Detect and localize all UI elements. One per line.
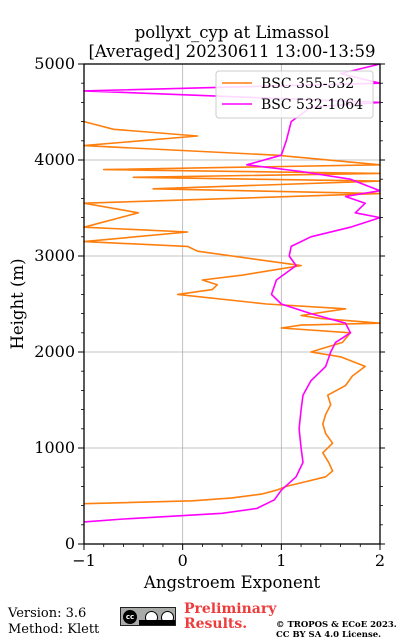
legend-label-bsc-355-532: BSC 355-532 [261,76,354,92]
legend-box [215,70,374,119]
copyright-line-2: CC BY SA 4.0 License. [276,630,382,640]
series-line-bsc-355-532 [83,120,381,505]
y-tick-label: 3000 [34,246,75,265]
x-tick-label: 1 [276,551,286,570]
angstroem-profile-chart: pollyxt_cyp at Limassol [Averaged] 20230… [8,23,385,592]
series-lines [83,63,381,523]
cc-by-sa-badge: cc [120,607,176,626]
copyright-note: © TROPOS & ECoE 2023. CC BY SA 4.0 Licen… [276,620,397,640]
copyright-line-1: © TROPOS & ECoE 2023. [276,620,397,630]
series-line-bsc-532-1064 [83,63,381,523]
y-axis-label: Height (m) [8,258,27,349]
y-tick-labels: 0 1000 2000 3000 4000 5000 [34,54,75,553]
x-tick-label: −1 [72,551,96,570]
method-text: Method: Klett [8,622,100,637]
legend-label-bsc-532-1064: BSC 532-1064 [261,97,363,113]
chart-title: pollyxt_cyp at Limassol [135,23,330,42]
x-tick-labels: −1 0 1 2 [72,551,385,570]
x-axis-label: Angstroem Exponent [143,573,321,592]
grid-lines [83,63,381,545]
x-tick-label: 0 [178,551,188,570]
y-tick-label: 5000 [34,54,75,73]
preliminary-line-1: Preliminary [184,601,277,617]
preliminary-line-2: Results. [184,616,248,632]
x-tick-label: 2 [375,551,385,570]
chart-subtitle: [Averaged] 20230611 13:00-13:59 [89,42,376,61]
axis-ticks [78,63,385,550]
y-tick-label: 1000 [34,438,75,457]
plot-frame [83,63,381,545]
preliminary-results-note: Preliminary Results. [184,602,276,632]
y-tick-label: 4000 [34,150,75,169]
version-text: Version: 3.6 [8,606,87,621]
y-tick-label: 2000 [34,342,75,361]
legend: BSC 355-532 BSC 532-1064 [215,70,374,119]
y-tick-label: 0 [65,534,75,553]
